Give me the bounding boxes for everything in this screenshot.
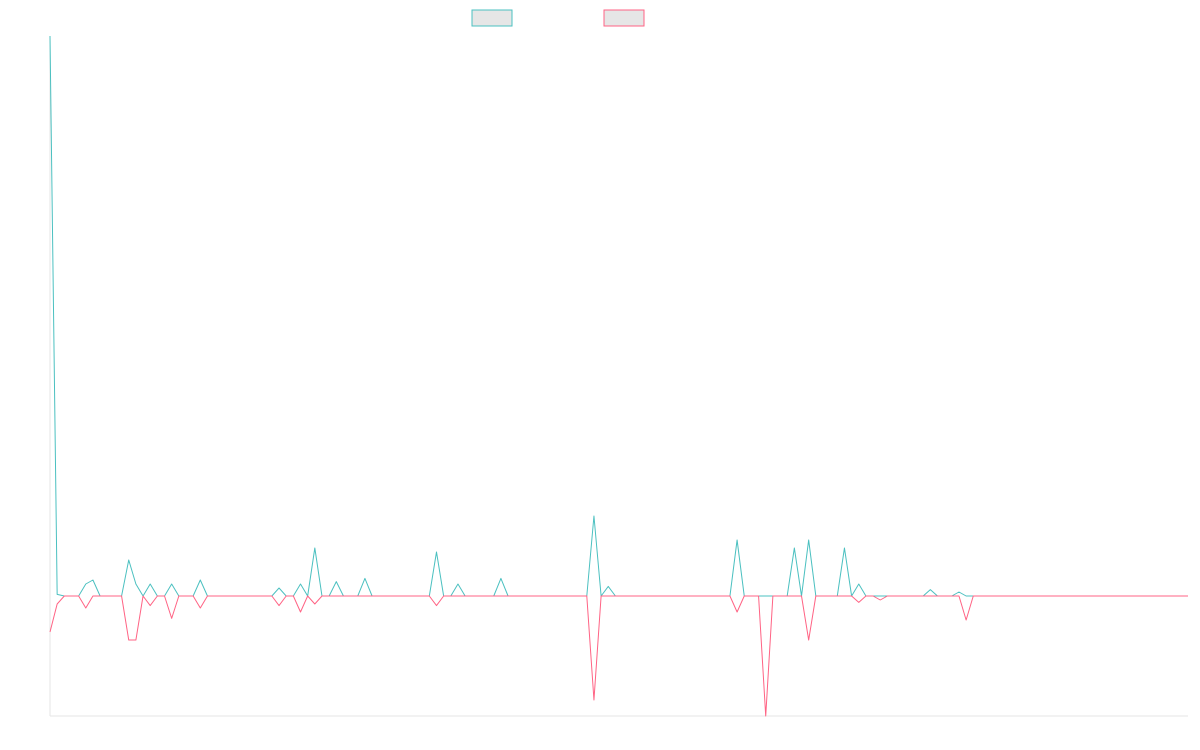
legend-swatch-series-2[interactable] xyxy=(603,9,645,27)
series-2-point xyxy=(858,602,859,603)
series-1-point xyxy=(128,560,129,561)
series-1-point xyxy=(135,584,136,585)
series-1-point xyxy=(794,548,795,549)
series-1-point xyxy=(958,592,959,593)
series-1-point xyxy=(930,589,931,590)
series-1-point xyxy=(314,548,315,549)
series-2-point xyxy=(128,640,129,641)
series-2-point xyxy=(135,640,136,641)
series-1-point xyxy=(171,584,172,585)
series-1-point xyxy=(737,540,738,541)
series-2-point xyxy=(50,632,51,633)
series-2-point xyxy=(314,604,315,605)
series-1-point xyxy=(436,552,437,553)
series-2-point xyxy=(737,612,738,613)
series-1-point xyxy=(85,584,86,585)
series-1-point xyxy=(500,578,501,579)
series-1-point xyxy=(364,578,365,579)
series-2-point xyxy=(171,618,172,619)
series-1-point xyxy=(300,584,301,585)
series-2-point xyxy=(966,620,967,621)
series-1-point xyxy=(50,36,51,37)
series-line-1 xyxy=(49,35,1188,597)
series-1-point xyxy=(593,516,594,517)
series-1-point xyxy=(336,581,337,582)
series-2-point xyxy=(880,600,881,601)
series-2-point xyxy=(85,608,86,609)
series-1-point xyxy=(457,584,458,585)
series-1-point xyxy=(858,584,859,585)
series-1-point xyxy=(844,548,845,549)
series-2-point xyxy=(808,640,809,641)
legend-swatch-series-1[interactable] xyxy=(471,9,513,27)
series-1-point xyxy=(92,580,93,581)
series-2-point xyxy=(765,716,766,717)
series-1-point xyxy=(608,586,609,587)
series-1-point xyxy=(57,594,58,595)
series-2-point xyxy=(279,605,280,606)
legend xyxy=(471,9,645,27)
series-1-point xyxy=(200,580,201,581)
series-2-point xyxy=(300,612,301,613)
series-2-point xyxy=(436,605,437,606)
plot-area xyxy=(49,35,1188,717)
series-line-2 xyxy=(49,595,1188,717)
series-2-point xyxy=(57,604,58,605)
series-2-point xyxy=(200,608,201,609)
series-2-point xyxy=(150,605,151,606)
series-1-point xyxy=(808,540,809,541)
series-1-point xyxy=(150,584,151,585)
series-1-point xyxy=(279,588,280,589)
axes xyxy=(49,36,1188,717)
series-2-point xyxy=(593,700,594,701)
